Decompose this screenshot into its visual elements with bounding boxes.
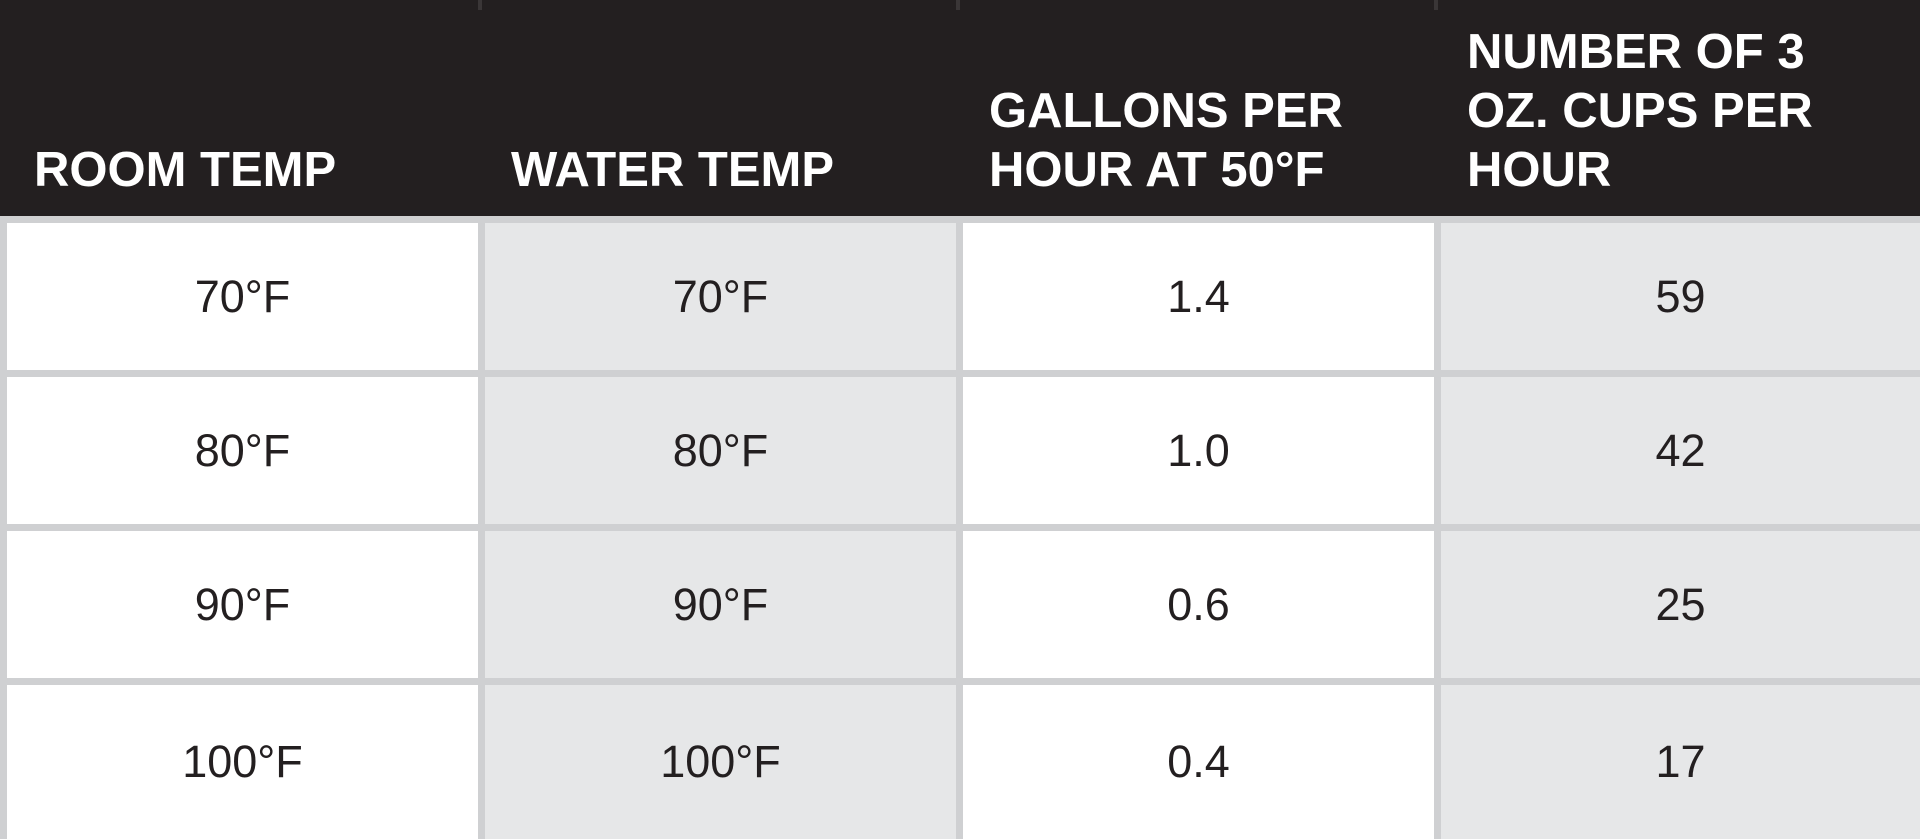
table-header-row: ROOM TEMP WATER TEMP GALLONS PER HOUR AT… bbox=[0, 0, 1920, 216]
cell-gallons-per-hour: 0.4 bbox=[963, 685, 1434, 839]
cell-value: 0.4 bbox=[1167, 736, 1230, 787]
cell-gallons-per-hour: 0.6 bbox=[963, 531, 1434, 678]
cell-value: 80°F bbox=[194, 424, 291, 476]
header-water-temp-label: WATER TEMP bbox=[511, 143, 835, 197]
cell-value: 42 bbox=[1655, 424, 1706, 476]
cell-value: 25 bbox=[1655, 578, 1706, 630]
header-divider bbox=[478, 0, 482, 10]
cell-value: 1.4 bbox=[1167, 270, 1230, 322]
cell-room-temp: 100°F bbox=[7, 685, 478, 839]
cell-water-temp: 70°F bbox=[485, 223, 956, 370]
cell-water-temp: 100°F bbox=[485, 685, 956, 839]
cell-value: 70°F bbox=[194, 270, 291, 322]
cell-water-temp: 80°F bbox=[485, 377, 956, 524]
header-cups-per-hour-label: NUMBER OF 3 OZ. CUPS PER HOUR bbox=[1467, 25, 1813, 197]
header-cups-per-hour: NUMBER OF 3 OZ. CUPS PER HOUR bbox=[1467, 0, 1887, 216]
cell-value: 1.0 bbox=[1167, 424, 1230, 476]
cell-room-temp: 90°F bbox=[7, 531, 478, 678]
header-divider bbox=[956, 0, 960, 10]
header-divider bbox=[1434, 0, 1438, 10]
cell-cups-per-hour: 59 bbox=[1441, 223, 1920, 370]
header-room-temp-label: ROOM TEMP bbox=[34, 143, 337, 197]
header-room-temp: ROOM TEMP bbox=[34, 0, 474, 216]
cell-value: 90°F bbox=[672, 578, 769, 630]
header-water-temp: WATER TEMP bbox=[511, 0, 951, 216]
cell-value: 17 bbox=[1655, 736, 1706, 787]
cell-cups-per-hour: 42 bbox=[1441, 377, 1920, 524]
cell-value: 80°F bbox=[672, 424, 769, 476]
cell-value: 100°F bbox=[182, 736, 303, 787]
cell-value: 59 bbox=[1655, 270, 1706, 322]
cell-gallons-per-hour: 1.0 bbox=[963, 377, 1434, 524]
cell-water-temp: 90°F bbox=[485, 531, 956, 678]
header-gallons-per-hour-label: GALLONS PER HOUR AT 50°F bbox=[989, 84, 1343, 197]
cell-cups-per-hour: 25 bbox=[1441, 531, 1920, 678]
cell-gallons-per-hour: 1.4 bbox=[963, 223, 1434, 370]
cell-value: 100°F bbox=[660, 736, 781, 787]
cell-room-temp: 80°F bbox=[7, 377, 478, 524]
cell-value: 90°F bbox=[194, 578, 291, 630]
cell-cups-per-hour: 17 bbox=[1441, 685, 1920, 839]
cell-room-temp: 70°F bbox=[7, 223, 478, 370]
cell-value: 70°F bbox=[672, 270, 769, 322]
header-gallons-per-hour: GALLONS PER HOUR AT 50°F bbox=[989, 0, 1409, 216]
cell-value: 0.6 bbox=[1167, 578, 1230, 630]
